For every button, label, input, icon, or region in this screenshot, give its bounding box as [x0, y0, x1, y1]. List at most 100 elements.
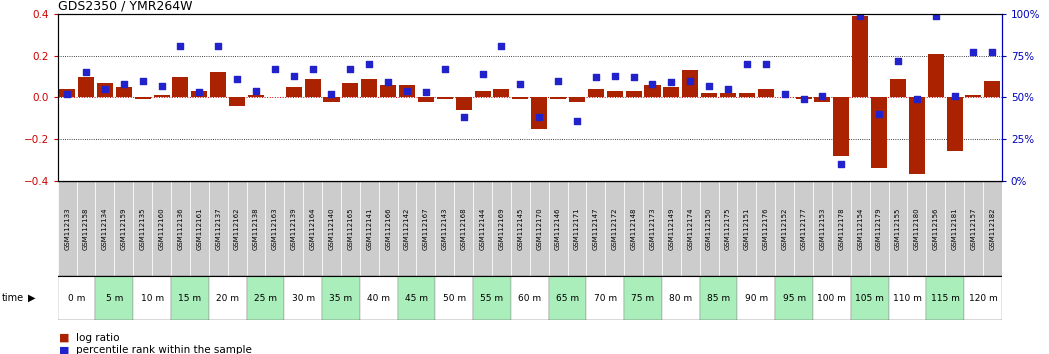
Bar: [851, 276, 889, 320]
Point: [682, 78, 699, 84]
Bar: [738, 93, 755, 97]
Text: GSM112147: GSM112147: [593, 207, 599, 250]
Text: 35 m: 35 m: [329, 294, 352, 303]
Point: [210, 43, 227, 48]
Point: [871, 111, 887, 117]
Bar: [247, 276, 284, 320]
Bar: [965, 95, 982, 97]
Bar: [492, 181, 511, 276]
Bar: [700, 181, 719, 276]
Text: GSM112153: GSM112153: [819, 207, 826, 250]
Point: [455, 114, 472, 120]
Bar: [795, 97, 812, 99]
Bar: [511, 276, 549, 320]
Bar: [323, 97, 340, 102]
Bar: [775, 276, 813, 320]
Bar: [380, 85, 397, 97]
Bar: [605, 181, 624, 276]
Text: GSM112162: GSM112162: [234, 207, 240, 250]
Text: percentile rank within the sample: percentile rank within the sample: [76, 346, 252, 354]
Text: 0 m: 0 m: [68, 294, 85, 303]
Text: 65 m: 65 m: [556, 294, 579, 303]
Point: [134, 78, 151, 84]
Bar: [303, 181, 322, 276]
Text: 15 m: 15 m: [178, 294, 201, 303]
Text: 40 m: 40 m: [367, 294, 390, 303]
Text: GSM112152: GSM112152: [782, 207, 788, 250]
Bar: [322, 276, 360, 320]
Bar: [416, 181, 435, 276]
Bar: [568, 181, 586, 276]
Point: [115, 81, 132, 87]
Bar: [870, 181, 889, 276]
Bar: [77, 181, 95, 276]
Bar: [304, 79, 321, 97]
Bar: [436, 97, 453, 99]
Bar: [360, 181, 379, 276]
Text: GSM112155: GSM112155: [895, 207, 901, 250]
Bar: [907, 181, 926, 276]
Bar: [114, 181, 133, 276]
Bar: [852, 16, 869, 97]
Bar: [435, 276, 473, 320]
Text: ■: ■: [59, 333, 69, 343]
Text: 105 m: 105 m: [855, 294, 884, 303]
Bar: [285, 87, 302, 97]
Point: [418, 90, 434, 95]
Point: [285, 73, 302, 79]
Bar: [794, 181, 813, 276]
Bar: [908, 97, 925, 174]
Point: [304, 66, 321, 72]
Text: GSM112138: GSM112138: [253, 207, 259, 250]
Bar: [58, 276, 95, 320]
Text: time: time: [2, 293, 24, 303]
Text: GSM112158: GSM112158: [83, 207, 89, 250]
Bar: [95, 276, 133, 320]
Point: [342, 66, 359, 72]
Bar: [284, 276, 322, 320]
Point: [738, 61, 755, 67]
Text: GSM112140: GSM112140: [328, 207, 335, 250]
Text: GSM112178: GSM112178: [838, 207, 844, 250]
Point: [795, 96, 812, 102]
Bar: [152, 181, 171, 276]
Bar: [586, 181, 605, 276]
Bar: [361, 79, 378, 97]
Point: [908, 96, 925, 102]
Bar: [435, 181, 454, 276]
Bar: [171, 181, 190, 276]
Text: GSM112135: GSM112135: [140, 207, 146, 250]
Bar: [209, 276, 247, 320]
Point: [153, 83, 170, 88]
Bar: [133, 181, 152, 276]
Point: [663, 80, 680, 85]
Text: GSM112160: GSM112160: [158, 207, 165, 250]
Bar: [663, 87, 680, 97]
Point: [852, 13, 869, 19]
Bar: [586, 276, 624, 320]
Text: GSM112182: GSM112182: [989, 207, 996, 250]
Bar: [78, 76, 94, 97]
Bar: [455, 97, 472, 110]
Point: [436, 66, 453, 72]
Bar: [662, 181, 681, 276]
Point: [720, 86, 736, 92]
Text: 30 m: 30 m: [292, 294, 315, 303]
Bar: [95, 181, 114, 276]
Bar: [115, 87, 132, 97]
Text: 80 m: 80 m: [669, 294, 692, 303]
Bar: [644, 85, 661, 97]
Text: 25 m: 25 m: [254, 294, 277, 303]
Bar: [701, 93, 718, 97]
Bar: [681, 181, 700, 276]
Text: GSM112142: GSM112142: [404, 207, 410, 250]
Text: GSM112143: GSM112143: [442, 207, 448, 250]
Text: GSM112168: GSM112168: [461, 207, 467, 250]
Text: GSM112179: GSM112179: [876, 207, 882, 250]
Text: GSM112136: GSM112136: [177, 207, 184, 250]
Bar: [719, 181, 737, 276]
Bar: [511, 181, 530, 276]
Text: 100 m: 100 m: [817, 294, 847, 303]
Bar: [926, 276, 964, 320]
Point: [531, 114, 548, 120]
